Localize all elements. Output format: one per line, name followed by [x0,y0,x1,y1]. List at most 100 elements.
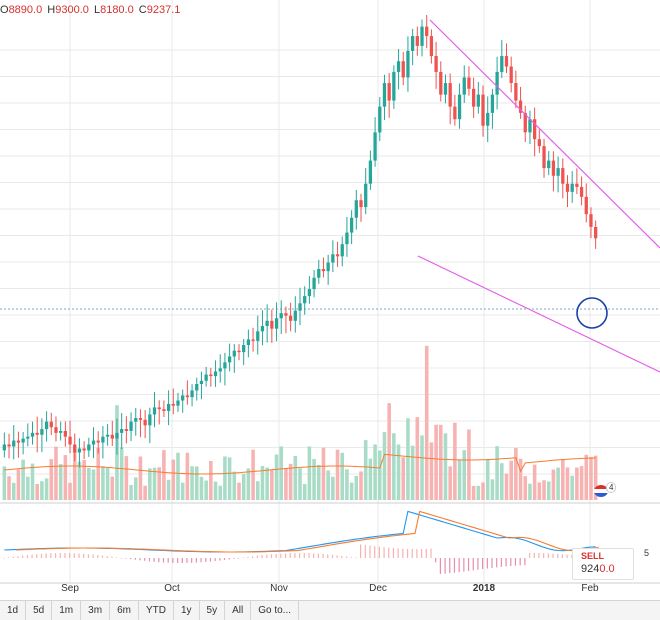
candle-body [49,421,53,428]
macd-histogram-bar [242,557,244,559]
range-1y-button[interactable]: 1y [174,601,200,620]
volume-bar [302,483,307,500]
candle-body [54,427,58,433]
range-all-button[interactable]: All [225,601,252,620]
volume-bar [124,456,129,500]
macd-histogram-bar [294,553,296,558]
range-3m-button[interactable]: 3m [81,601,111,620]
volume-bar [279,446,284,500]
candle-body [467,77,471,89]
volume-bar [204,480,208,500]
macd-histogram-bar [54,553,57,558]
candle-body [237,350,241,353]
volume-bar [110,476,115,500]
macd-histogram-bar [463,558,465,572]
macd-histogram-bar [214,558,216,562]
candle-body [2,444,6,451]
macd-histogram-bar [172,558,174,563]
candle-body [7,444,11,447]
range-1d-button[interactable]: 1d [0,601,27,620]
macd-histogram-bar [374,546,376,558]
macd-histogram-bar [186,558,188,563]
candle-body [457,94,462,120]
volume-bar [546,481,551,500]
candle-body [101,436,105,443]
volume-bar [260,466,265,500]
candle-body [59,430,63,433]
macd-histogram-bar [237,558,240,559]
candle-body [373,132,377,161]
volume-bar [584,454,589,500]
volume-bar [180,482,185,500]
highlight-circle [576,297,608,329]
macd-histogram-bar [397,548,399,558]
candle-body [565,183,570,192]
volume-bar [246,468,251,500]
macd-histogram-bar [139,558,141,561]
candle-body [124,429,129,431]
candle-body [246,339,251,346]
candle-body [303,296,307,304]
macd-histogram-bar [364,544,366,558]
macd-histogram-bar [266,554,268,558]
volume-bar [448,466,452,500]
range-5y-button[interactable]: 5y [200,601,226,620]
volume-bar [176,452,180,500]
macd-histogram-bar [331,554,334,558]
macd-histogram-bar [543,553,545,558]
volume-bar [424,345,429,500]
volume-bar [561,459,565,500]
candle-body [307,289,312,297]
volume-bar [345,469,349,500]
price-chart[interactable] [0,0,660,600]
candle-body [425,26,429,37]
volume-bar [237,482,241,500]
macd-line [4,510,596,553]
range-1m-button[interactable]: 1m [52,601,82,620]
macd-histogram-bar [533,553,535,558]
time-label-nov: Nov [270,583,288,594]
candle-body [176,400,180,406]
candle-body [63,430,67,437]
candle-body [495,71,499,95]
volume-bar [518,458,523,500]
candle-body [556,168,560,176]
macd-histogram-bar [505,558,507,567]
goto-date-button[interactable]: Go to... [251,601,300,620]
macd-histogram-bar [430,548,432,558]
candle-body [354,200,358,218]
volume-bar [434,424,438,500]
volume-bar [298,468,302,500]
volume-bar [16,469,21,500]
candle-body [514,83,518,101]
volume-bar [209,461,213,500]
candle-body [382,83,387,107]
volume-bar [49,459,54,500]
volume-bar [471,485,476,500]
volume-bar [551,469,556,500]
sell-button[interactable]: SELL 9240.0 [572,548,634,580]
range-5d-button[interactable]: 5d [26,601,53,620]
volume-bar [11,482,16,500]
volume-bar [288,463,293,500]
macd-histogram-bar [458,558,460,573]
event-badge[interactable]: 4 [594,482,617,498]
macd-histogram-bar [17,556,19,558]
volume-bar [2,466,7,500]
volume-bar [265,467,269,500]
volume-bar [429,442,434,500]
range-6m-button[interactable]: 6m [110,601,139,620]
candle-body [401,61,405,78]
macd-histogram-bar [200,558,202,563]
macd-histogram-bar [500,558,502,567]
volume-bar [542,480,546,500]
candle-body [368,160,373,184]
volume-bar [190,466,194,500]
macd-histogram-bar [22,555,24,558]
lower-trendline [417,255,660,373]
volume-bar [77,461,82,500]
range-ytd-button[interactable]: YTD [139,601,174,620]
volume-bar [481,482,485,500]
volume-bar [532,464,537,500]
time-label-2018: 2018 [472,583,496,594]
